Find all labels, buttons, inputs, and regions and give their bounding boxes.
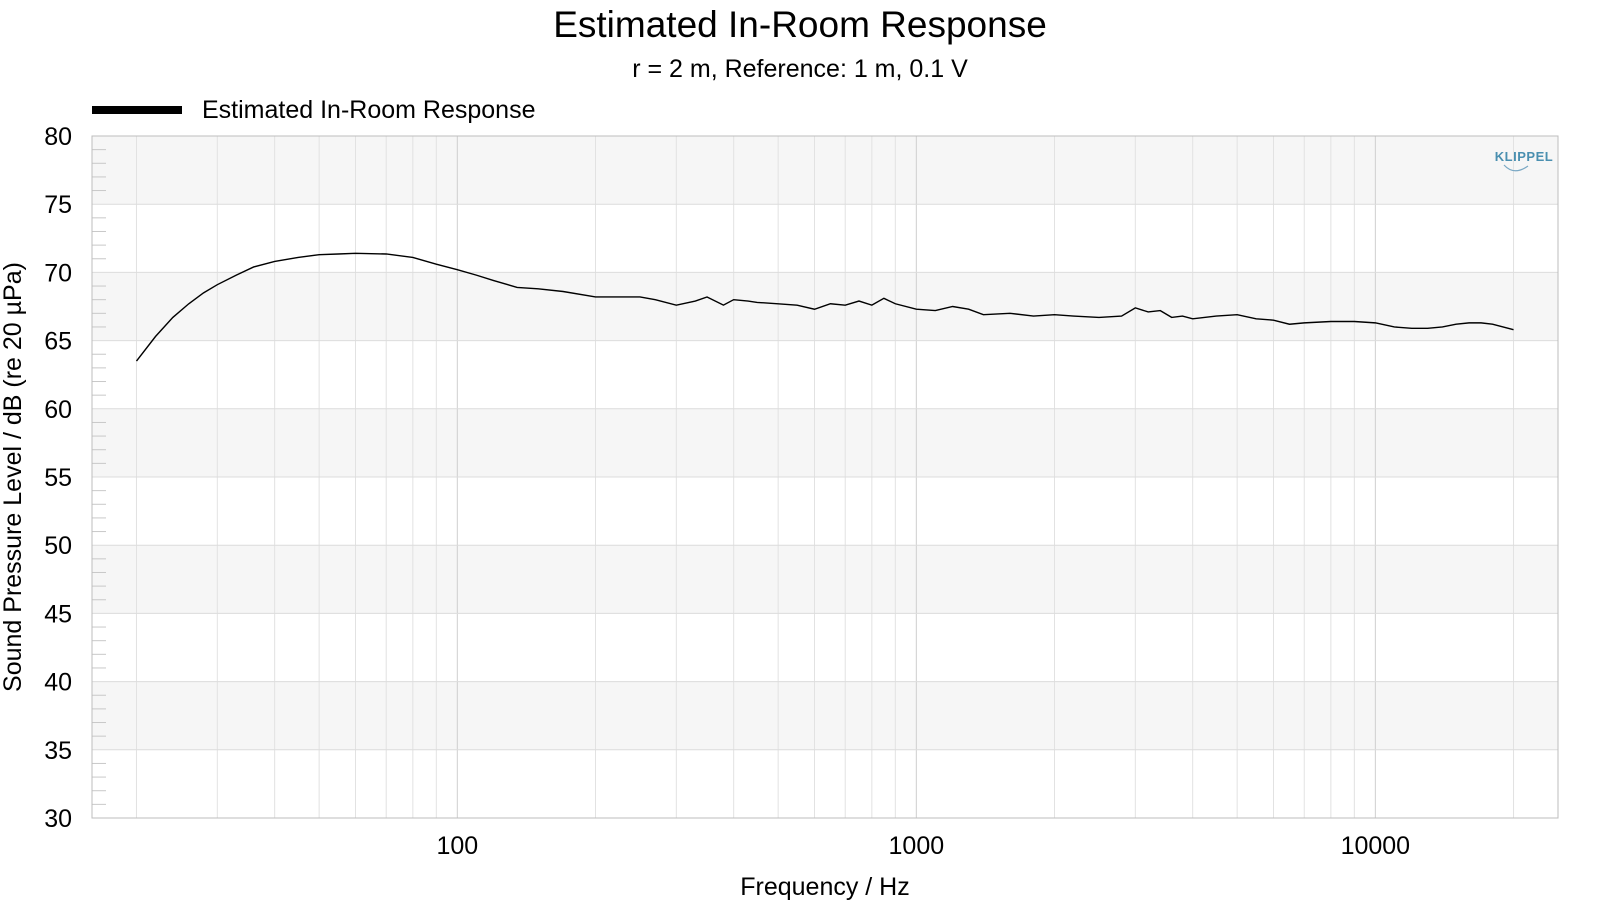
plot-frame [91,135,1559,819]
plot-band [92,681,1558,750]
x-tick-label: 1000 [889,832,945,860]
y-tick-label: 70 [44,259,72,287]
klippel-logo: KLIPPEL [1495,149,1553,172]
plot-band [92,340,1558,409]
y-minor-ticks [92,149,106,805]
y-tick-label: 75 [44,191,72,219]
chart-title: Estimated In-Room Response [553,4,1047,45]
y-tick-label: 50 [44,532,72,560]
plot-band [92,204,1558,273]
y-axis-label: Sound Pressure Level / dB (re 20 µPa) [0,262,27,692]
logo-swoosh-icon [1503,164,1529,172]
legend-label: Estimated In-Room Response [202,96,535,124]
watermark-text: KLIPPEL [1495,149,1553,164]
grid-lines [92,135,1558,819]
y-tick-label: 55 [44,464,72,492]
y-axis-ticks: 30 35 40 45 50 55 60 65 70 75 80 [44,123,72,833]
plot-background-bands [92,136,1558,818]
y-tick-label: 40 [44,669,72,697]
chart-subtitle: r = 2 m, Reference: 1 m, 0.1 V [632,55,968,83]
x-tick-label: 100 [436,832,478,860]
plot-band [92,613,1558,682]
y-tick-label: 60 [44,396,72,424]
y-tick-label: 30 [44,805,72,833]
plot-band [92,136,1558,205]
legend: Estimated In-Room Response [92,96,535,124]
x-tick-label: 10000 [1341,832,1411,860]
x-axis-label: Frequency / Hz [740,873,910,900]
plot-band [92,545,1558,614]
plot-band [92,477,1558,546]
y-tick-label: 35 [44,737,72,765]
y-tick-label: 80 [44,123,72,151]
x-axis-ticks: 100 1000 10000 [436,832,1410,860]
plot-band [92,408,1558,477]
y-tick-label: 65 [44,328,72,356]
plot-band [92,749,1558,818]
series-line-estimated-in-room-response [135,252,1514,362]
y-tick-label: 45 [44,600,72,628]
plot-band [92,272,1558,341]
